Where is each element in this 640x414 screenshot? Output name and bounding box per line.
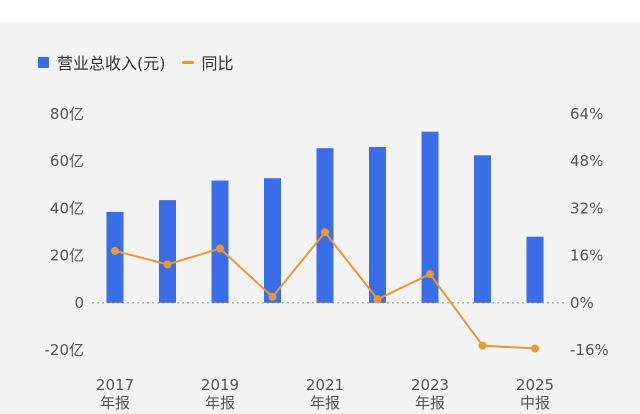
bar-series xyxy=(106,131,544,303)
revenue-bar[interactable] xyxy=(264,178,281,303)
revenue-bar[interactable] xyxy=(369,147,386,303)
yoy-point[interactable] xyxy=(531,344,539,353)
revenue-bar[interactable] xyxy=(106,211,124,303)
legend-label-yoy: 同比 xyxy=(201,54,234,73)
yoy-point[interactable] xyxy=(268,292,277,301)
y-left-tick-label: 60亿 xyxy=(50,152,84,170)
y-right-tick-label: -16% xyxy=(570,341,609,359)
legend-item-revenue[interactable]: 营业总收入(元) xyxy=(38,50,166,74)
legend-line-swatch xyxy=(181,60,194,64)
y-right-tick-label: 16% xyxy=(570,247,603,265)
revenue-bar[interactable] xyxy=(159,200,176,303)
top-strip xyxy=(0,0,640,22)
y-left-tick-label: 40亿 xyxy=(50,199,84,217)
x-tick-label-period: 中报 xyxy=(520,394,550,412)
y-axis-left: 80亿 60亿 40亿 20亿 0 -20亿 xyxy=(45,105,85,359)
revenue-bar[interactable] xyxy=(421,131,439,303)
x-tick-label-year: 2023 xyxy=(411,376,449,394)
x-tick-label-period: 年报 xyxy=(205,394,235,412)
line-series xyxy=(111,228,539,353)
x-tick-label-period: 年报 xyxy=(415,394,445,412)
x-tick-label-period: 年报 xyxy=(310,394,340,412)
x-tick-label-year: 2017 xyxy=(96,376,134,394)
yoy-point[interactable] xyxy=(321,228,329,237)
x-tick-label-period: 年报 xyxy=(100,394,130,412)
yoy-point[interactable] xyxy=(373,295,382,304)
yoy-point[interactable] xyxy=(163,260,172,269)
legend-label-revenue: 营业总收入(元) xyxy=(57,54,166,73)
revenue-bar[interactable] xyxy=(474,155,491,303)
legend-item-yoy[interactable]: 同比 xyxy=(181,50,234,74)
x-tick-label-year: 2021 xyxy=(306,376,344,394)
y-left-tick-label: -20亿 xyxy=(45,341,85,359)
y-axis-right: 64% 48% 32% 16% 0% -16% xyxy=(570,105,609,359)
y-right-tick-label: 64% xyxy=(570,105,603,123)
yoy-point[interactable] xyxy=(478,341,487,350)
yoy-point[interactable] xyxy=(426,270,434,279)
revenue-bar[interactable] xyxy=(526,236,544,303)
y-left-tick-label: 0 xyxy=(74,294,84,312)
y-right-tick-label: 0% xyxy=(570,294,594,312)
chart-legend[interactable]: 营业总收入(元) 同比 xyxy=(38,50,234,74)
revenue-bar[interactable] xyxy=(316,148,334,303)
revenue-bar[interactable] xyxy=(211,180,229,303)
x-tick-label-year: 2019 xyxy=(201,376,239,394)
y-left-tick-label: 20亿 xyxy=(50,247,84,265)
y-right-tick-label: 48% xyxy=(570,152,603,170)
yoy-point[interactable] xyxy=(111,246,119,255)
y-right-tick-label: 32% xyxy=(570,199,603,217)
y-left-tick-label: 80亿 xyxy=(50,105,84,123)
yoy-point[interactable] xyxy=(216,244,224,253)
x-tick-label-year: 2025 xyxy=(516,376,554,394)
legend-bar-swatch xyxy=(38,56,49,68)
